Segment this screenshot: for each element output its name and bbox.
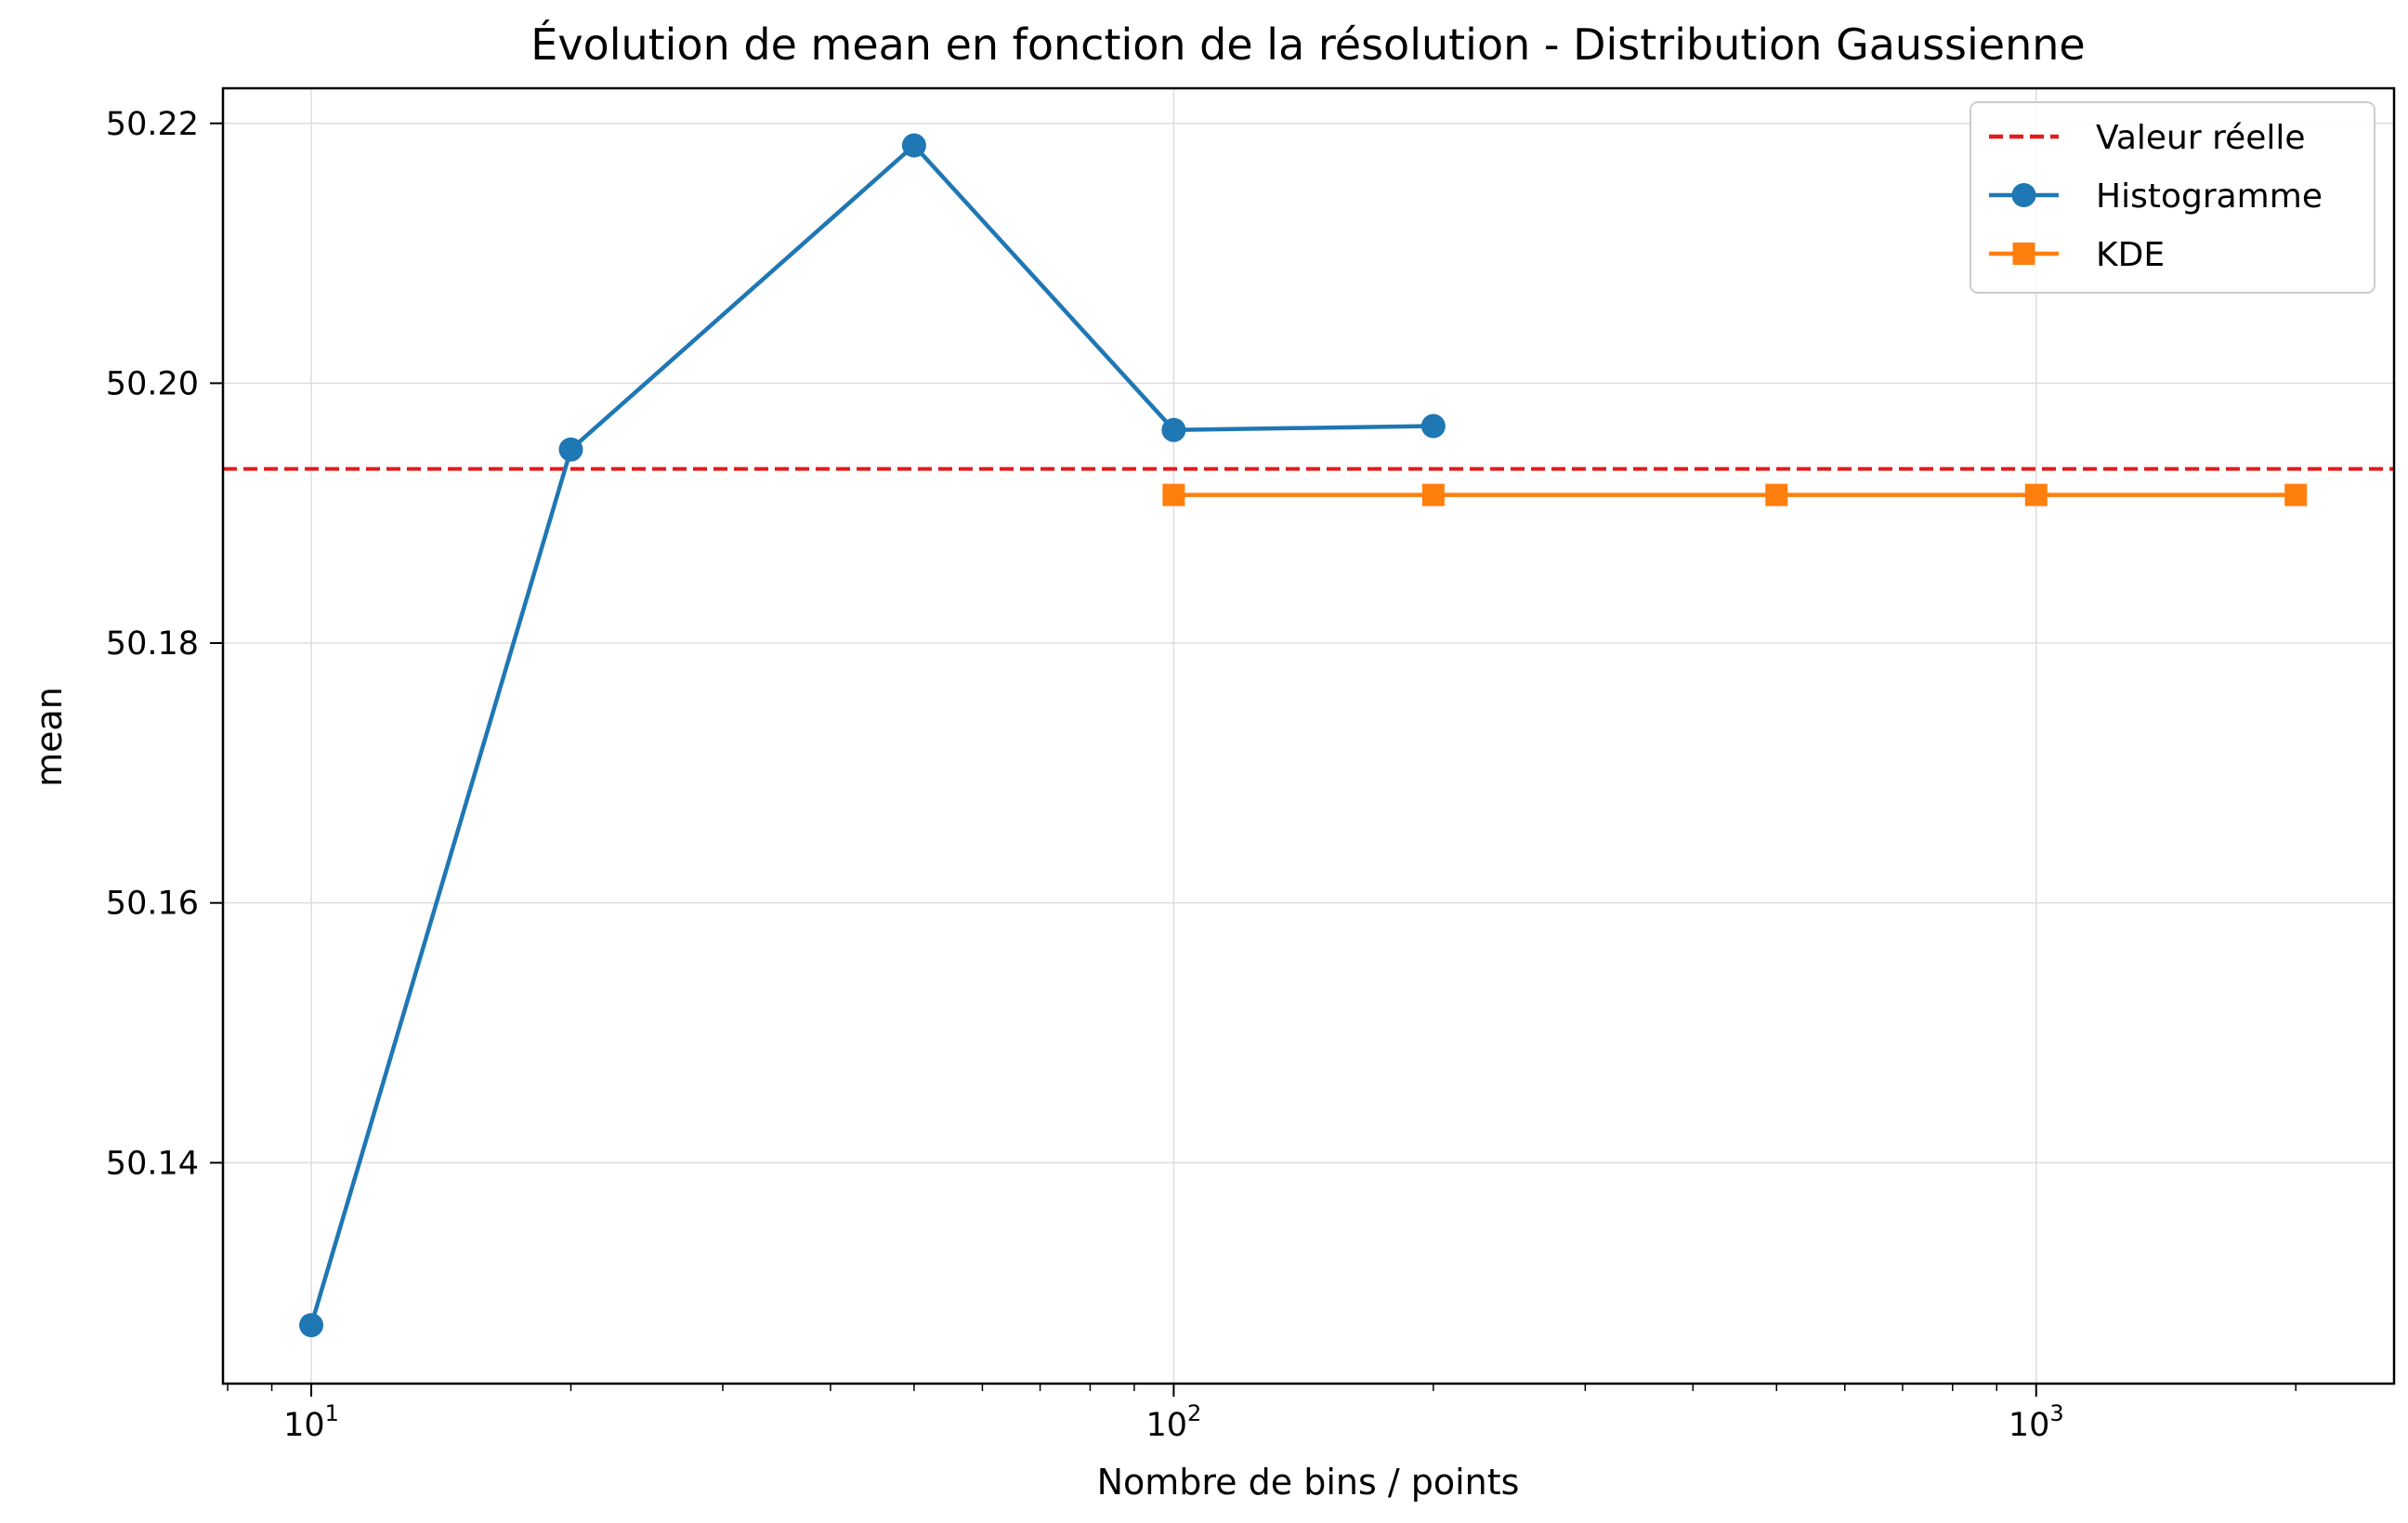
series-point-0 [901,133,926,158]
series-point-0 [1161,417,1186,442]
series-point-1 [1421,483,1445,506]
x-tick-label-base: 10 [283,1407,325,1444]
y-tick-label: 50.14 [106,1145,199,1182]
series-point-0 [299,1313,324,1338]
series-point-0 [1420,414,1446,439]
series-layer [299,133,2308,1338]
series-point-1 [1162,483,1185,506]
x-tick-label-base: 10 [2009,1407,2050,1444]
legend-label: Valeur réelle [2096,119,2306,157]
legend-label: KDE [2096,236,2165,274]
x-tick-label-base: 10 [1145,1407,1187,1444]
series-point-0 [558,437,583,462]
plot-frame [221,86,2396,1385]
x-tick-label-exponent: 2 [1187,1400,1201,1426]
grid [223,88,2394,1384]
chart-title: Évolution de mean en fonction de la réso… [530,20,2085,70]
x-tick-label-exponent: 3 [2049,1400,2063,1426]
legend: Valeur réelle Histogramme KDE [1970,101,2375,294]
y-tick-label: 50.16 [106,886,199,923]
series-point-1 [2284,483,2308,506]
legend-box [1970,101,2375,294]
legend-handle-marker [2012,243,2035,265]
y-tick-label: 50.22 [106,106,199,143]
x-tick-label: 102 [1145,1400,1201,1444]
y-axis-label: mean [29,687,70,787]
y-tick-label: 50.20 [106,365,199,402]
legend-handle-marker [2011,183,2036,207]
y-tick-label: 50.18 [106,625,199,663]
x-tick-label: 101 [283,1400,339,1444]
series-point-1 [2024,483,2048,506]
x-tick-label-exponent: 1 [325,1400,339,1426]
legend-label: Histogramme [2096,177,2323,216]
x-axis-label: Nombre de bins / points [1097,1462,1520,1503]
series-point-1 [1765,483,1788,506]
x-tick-label: 103 [2009,1400,2064,1444]
